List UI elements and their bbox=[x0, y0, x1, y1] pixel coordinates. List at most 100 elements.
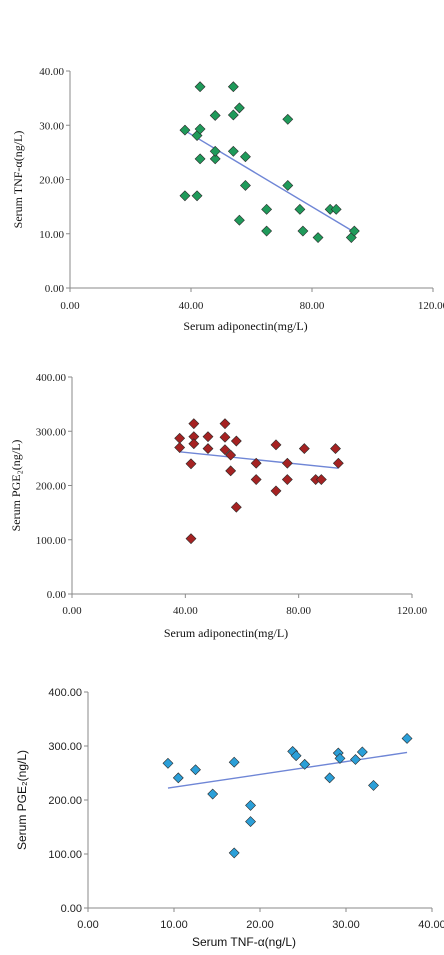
data-point bbox=[294, 203, 306, 215]
y-tick-label: 0.00 bbox=[47, 589, 67, 601]
x-tick-label: 30.00 bbox=[332, 919, 360, 931]
x-axis-title: Serum TNF-α(ng/L) bbox=[192, 935, 296, 949]
data-point bbox=[188, 438, 200, 450]
data-point bbox=[281, 474, 293, 485]
data-point bbox=[312, 232, 324, 243]
data-point bbox=[209, 110, 221, 121]
scatter-chart-adiponectin-vs-tnf: 0.00 10.00 20.00 30.00 40.00 0.00 40.00 80.00 12… bbox=[11, 66, 444, 333]
data-point bbox=[350, 754, 361, 765]
data-point bbox=[174, 442, 186, 453]
x-tick-label: 0.00 bbox=[60, 300, 80, 312]
scatter-chart-adiponectin-vs-pge2: 0.00 100.00 200.00 300.00 400.00 0.00 40.00 80.… bbox=[9, 372, 428, 640]
data-point bbox=[194, 81, 206, 93]
x-tick-label: 20.00 bbox=[246, 919, 274, 931]
trendline bbox=[167, 751, 408, 789]
data-point bbox=[172, 772, 184, 784]
data-point bbox=[270, 439, 282, 451]
data-point bbox=[209, 153, 221, 165]
data-point bbox=[250, 474, 262, 485]
data-point bbox=[219, 418, 231, 430]
data-point bbox=[194, 153, 206, 165]
x-tick-label: 0.00 bbox=[77, 919, 98, 931]
y-tick-label: 100.00 bbox=[48, 849, 82, 861]
data-point bbox=[356, 746, 368, 758]
x-tick-label: 120.00 bbox=[418, 300, 444, 312]
data-point bbox=[219, 444, 231, 456]
data-point bbox=[330, 203, 342, 215]
data-point bbox=[227, 145, 239, 157]
y-tick-label: 20.00 bbox=[39, 175, 64, 187]
data-point bbox=[281, 457, 293, 469]
data-point bbox=[270, 485, 282, 497]
data-point bbox=[227, 109, 239, 121]
y-axis-title: Serum TNF-α(ng/L) bbox=[11, 131, 25, 229]
data-point bbox=[348, 225, 360, 237]
data-point bbox=[282, 180, 294, 191]
x-axis-title: Serum adiponectin(mg/L) bbox=[183, 319, 307, 333]
data-point bbox=[179, 190, 191, 202]
data-point bbox=[209, 145, 221, 157]
data-point bbox=[190, 764, 201, 776]
x-axis-title: Serum adiponectin(mg/L) bbox=[164, 626, 288, 640]
y-tick-label: 100.00 bbox=[36, 535, 67, 547]
data-point bbox=[188, 418, 200, 430]
data-point bbox=[202, 443, 214, 455]
data-point bbox=[225, 449, 237, 461]
data-point bbox=[297, 225, 309, 237]
data-point bbox=[290, 750, 302, 762]
data-point bbox=[162, 757, 174, 769]
data-point bbox=[250, 457, 262, 469]
data-point bbox=[225, 465, 237, 477]
data-point bbox=[240, 151, 251, 163]
trendline bbox=[184, 130, 355, 233]
trendline bbox=[179, 451, 339, 469]
data-point bbox=[332, 457, 344, 469]
y-tick-label: 300.00 bbox=[36, 426, 67, 438]
data-point bbox=[245, 816, 256, 828]
data-point bbox=[282, 113, 294, 125]
data-point bbox=[299, 758, 311, 770]
x-tick-label: 120.00 bbox=[397, 605, 428, 617]
data-point bbox=[330, 443, 341, 455]
data-point bbox=[230, 501, 242, 513]
data-point bbox=[202, 431, 214, 443]
data-point bbox=[191, 190, 203, 202]
data-point bbox=[368, 779, 379, 791]
y-tick-label: 400.00 bbox=[48, 687, 82, 699]
data-point bbox=[174, 432, 186, 444]
x-tick-label: 80.00 bbox=[300, 300, 325, 312]
x-tick-label: 40.00 bbox=[418, 919, 444, 931]
scatter-chart-tnf-vs-pge2: 0.00 100.00 200.00 300.00 400.00 0.00 10.00 20.… bbox=[15, 687, 444, 949]
data-point bbox=[261, 225, 273, 237]
y-tick-label: 300.00 bbox=[48, 741, 82, 753]
y-tick-label: 200.00 bbox=[36, 481, 67, 493]
data-point bbox=[233, 214, 245, 226]
x-tick-label: 40.00 bbox=[179, 300, 204, 312]
y-axis-title: Serum PGE₂(ng/L) bbox=[9, 440, 23, 532]
data-point bbox=[240, 180, 251, 191]
data-point bbox=[401, 733, 413, 744]
y-tick-label: 30.00 bbox=[39, 120, 64, 132]
data-point bbox=[324, 772, 336, 784]
data-point bbox=[194, 123, 206, 135]
data-point bbox=[230, 435, 242, 447]
y-tick-label: 200.00 bbox=[48, 795, 82, 807]
data-point bbox=[185, 533, 197, 545]
data-point bbox=[219, 431, 231, 443]
data-point bbox=[228, 847, 240, 859]
data-point bbox=[261, 203, 273, 215]
x-tick-label: 10.00 bbox=[160, 919, 188, 931]
data-point bbox=[245, 799, 256, 811]
y-axis-title: Serum PGE₂(ng/L) bbox=[15, 750, 29, 850]
data-point bbox=[233, 102, 245, 114]
data-point bbox=[228, 756, 240, 768]
y-tick-label: 0.00 bbox=[45, 283, 65, 295]
x-tick-label: 0.00 bbox=[62, 605, 82, 617]
data-point bbox=[185, 458, 197, 470]
y-tick-label: 400.00 bbox=[36, 372, 67, 384]
y-tick-label: 0.00 bbox=[61, 903, 82, 915]
data-point bbox=[298, 443, 310, 455]
data-point bbox=[227, 81, 239, 93]
x-tick-label: 80.00 bbox=[286, 605, 311, 617]
